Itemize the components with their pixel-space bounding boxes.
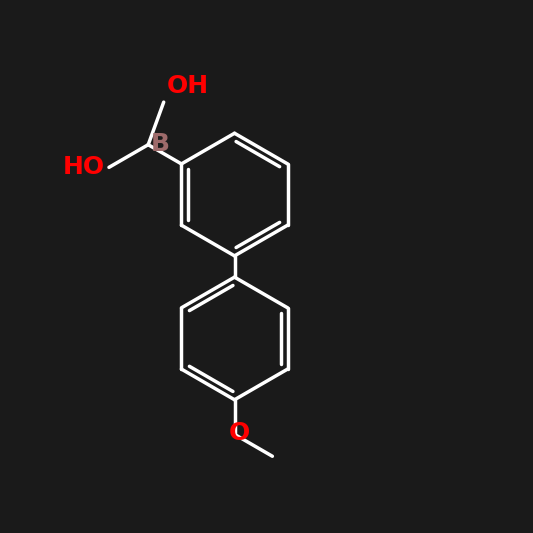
Text: O: O (229, 421, 251, 445)
Text: HO: HO (62, 155, 104, 180)
Text: B: B (150, 132, 169, 156)
Text: OH: OH (166, 74, 208, 98)
